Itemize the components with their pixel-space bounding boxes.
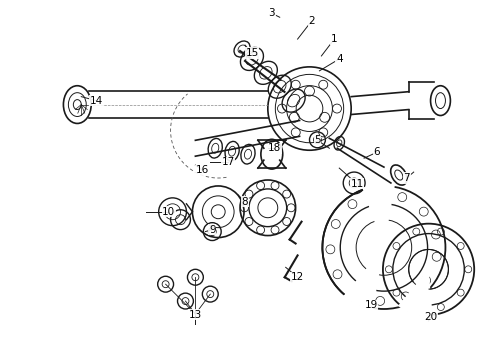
Text: 14: 14 xyxy=(90,96,103,105)
Wedge shape xyxy=(398,269,433,317)
Text: 20: 20 xyxy=(424,312,437,322)
Text: 16: 16 xyxy=(196,165,209,175)
Text: 6: 6 xyxy=(374,147,380,157)
Text: 9: 9 xyxy=(209,225,216,235)
Text: 2: 2 xyxy=(308,16,315,26)
Wedge shape xyxy=(343,247,384,310)
Text: 10: 10 xyxy=(162,207,175,217)
Text: 1: 1 xyxy=(331,34,338,44)
Text: 3: 3 xyxy=(269,8,275,18)
Text: 18: 18 xyxy=(268,143,281,153)
Text: 13: 13 xyxy=(189,310,202,320)
Text: 19: 19 xyxy=(365,300,378,310)
Text: 8: 8 xyxy=(242,197,248,207)
Text: 15: 15 xyxy=(245,48,259,58)
Text: 5: 5 xyxy=(314,135,321,145)
Wedge shape xyxy=(362,184,395,247)
Text: 11: 11 xyxy=(350,179,364,189)
Text: 7: 7 xyxy=(403,173,410,183)
Text: 12: 12 xyxy=(291,272,304,282)
Text: 4: 4 xyxy=(336,54,343,64)
Text: 17: 17 xyxy=(221,157,235,167)
